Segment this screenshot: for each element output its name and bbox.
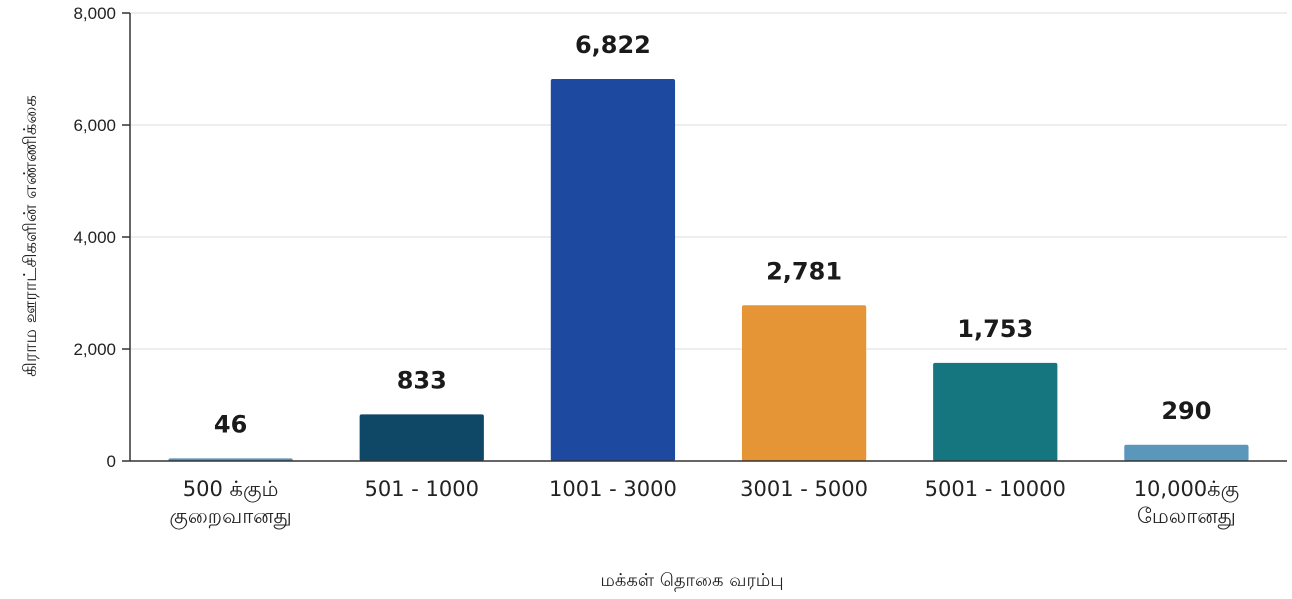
y-axis-label: கிராம ஊராட்சிகளின் எண்ணிக்கை bbox=[20, 95, 41, 377]
y-tick-label: 0 bbox=[107, 452, 116, 471]
data-label: 1,753 bbox=[957, 315, 1033, 343]
x-tick-label: 1001 - 3000 bbox=[549, 477, 677, 501]
bar bbox=[1124, 444, 1249, 461]
x-tick-label: 5001 - 10000 bbox=[925, 477, 1066, 501]
bar bbox=[741, 305, 867, 461]
x-tick-label: 501 - 1000 bbox=[365, 477, 479, 501]
x-tick-label: 3001 - 5000 bbox=[740, 477, 868, 501]
y-axis: 0 2,000 4,000 6,000 8,000 bbox=[73, 4, 131, 471]
gridlines bbox=[130, 12, 1287, 350]
x-tick-label: 500 க்கும் bbox=[183, 477, 279, 502]
x-tick-label: மேலானது bbox=[1137, 504, 1236, 529]
x-tick-label: 10,000க்கு bbox=[1134, 477, 1239, 502]
x-tick-label: குறைவானது bbox=[169, 504, 291, 529]
data-label: 46 bbox=[214, 410, 247, 438]
data-label: 6,822 bbox=[575, 31, 651, 59]
x-axis: 500 க்கும்குறைவானது 501 - 1000 1001 - 3000… bbox=[130, 460, 1287, 529]
y-tick-label: 4,000 bbox=[73, 228, 116, 247]
data-label: 290 bbox=[1161, 397, 1211, 425]
data-label: 2,781 bbox=[766, 257, 842, 285]
y-tick-label: 6,000 bbox=[73, 116, 116, 135]
data-label: 833 bbox=[397, 366, 447, 394]
bar bbox=[550, 78, 676, 461]
y-tick-label: 8,000 bbox=[73, 4, 116, 23]
bar bbox=[933, 362, 1058, 461]
data-labels: 46 833 6,822 2,781 1,753 290 bbox=[214, 31, 1212, 438]
bars bbox=[168, 78, 1249, 461]
x-axis-label: மக்கள் தொகை வரம்பு bbox=[600, 570, 783, 592]
bar bbox=[359, 414, 484, 461]
y-tick-label: 2,000 bbox=[73, 340, 116, 359]
